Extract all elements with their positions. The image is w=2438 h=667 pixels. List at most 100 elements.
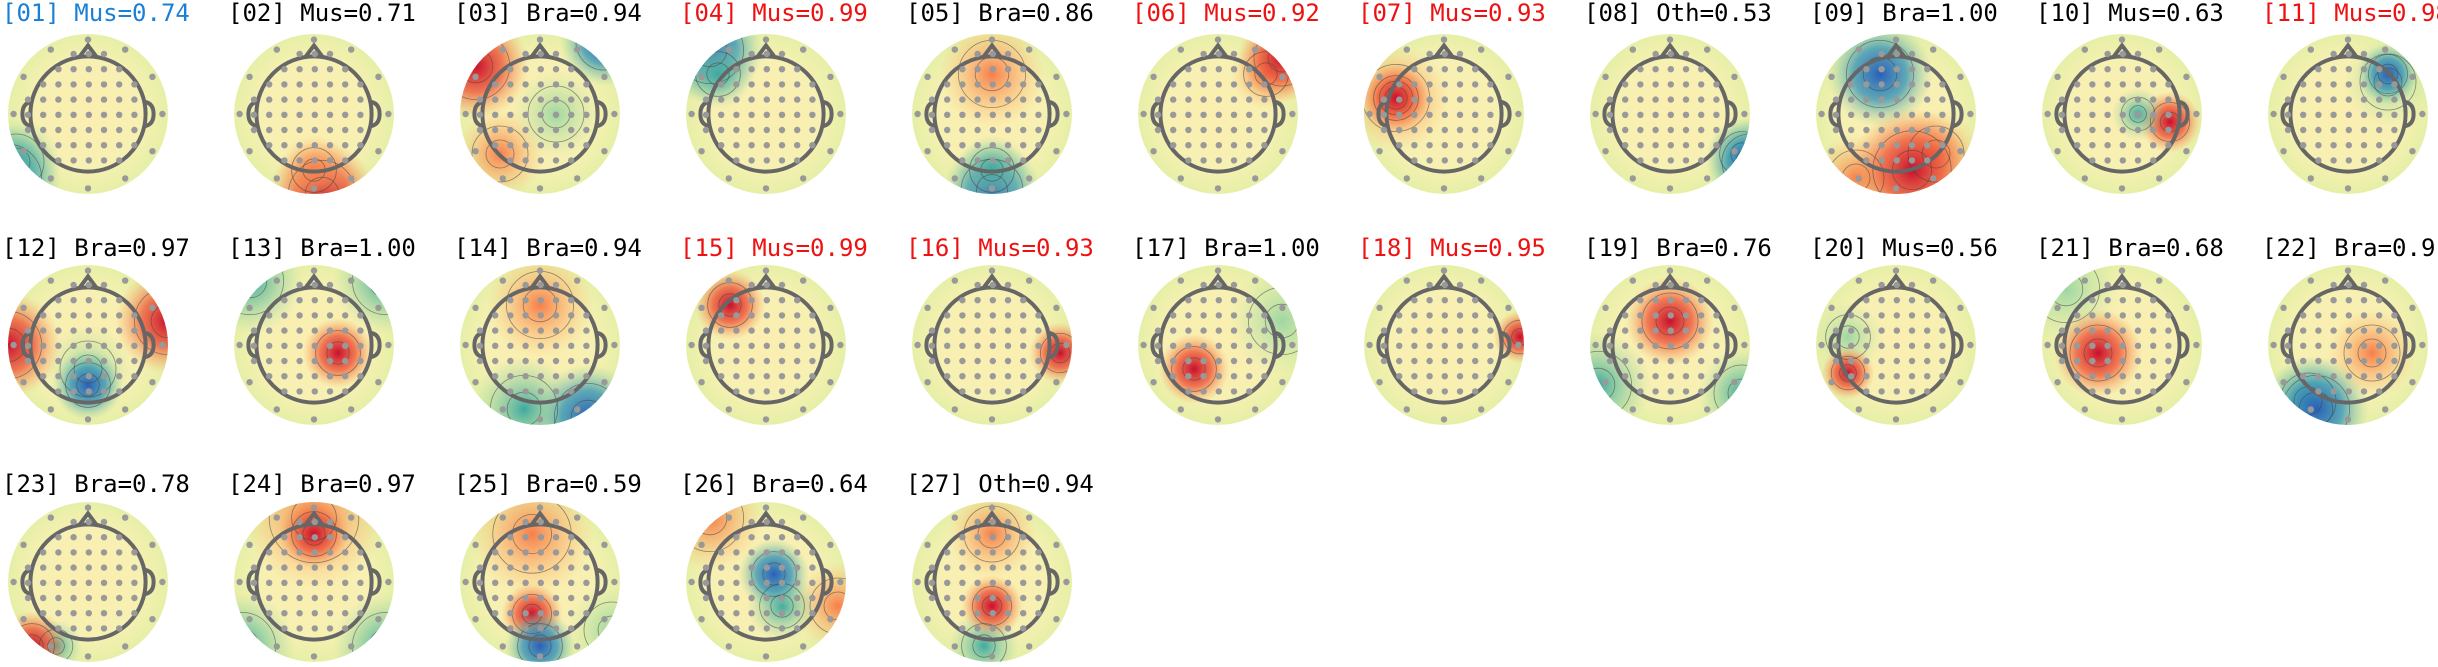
- electrode: [1411, 297, 1418, 304]
- electrode: [1893, 111, 1901, 119]
- electrode: [1622, 342, 1629, 349]
- electrode: [1667, 357, 1675, 365]
- electrode: [40, 142, 47, 149]
- electrode: [1893, 281, 1901, 289]
- electrode: [1230, 281, 1238, 289]
- electrode: [794, 96, 801, 103]
- electrode: [1878, 66, 1885, 73]
- electrode: [733, 142, 740, 149]
- electrode: [281, 594, 288, 602]
- electrode: [778, 96, 786, 103]
- electrode: [1380, 126, 1388, 134]
- electrode: [1020, 549, 1027, 556]
- electrode: [1441, 81, 1449, 88]
- electrode: [1170, 327, 1177, 334]
- electrode: [1456, 111, 1464, 119]
- contour: [517, 623, 563, 662]
- electrode: [1924, 357, 1931, 365]
- electrode: [2134, 142, 2142, 149]
- electrode: [1004, 142, 1012, 149]
- nose: [2337, 42, 2359, 59]
- electrode: [85, 388, 93, 395]
- nose: [1659, 273, 1681, 290]
- contour: [234, 628, 260, 662]
- contour: [368, 628, 394, 662]
- electrode: [1004, 594, 1012, 602]
- electrode: [974, 610, 981, 617]
- electrode: [1652, 357, 1659, 365]
- topomap-panel: [14] Bra=0.94: [454, 234, 642, 425]
- electrode: [1035, 564, 1042, 571]
- electrode: [100, 81, 108, 88]
- electrode: [989, 297, 996, 304]
- component-label: [17] Bra=1.00: [1132, 234, 1320, 262]
- electrode: [1246, 388, 1253, 395]
- electrode: [348, 514, 355, 521]
- electrode: [1185, 126, 1192, 134]
- electrode: [1892, 185, 1900, 192]
- electrode: [1652, 281, 1659, 289]
- electrode: [326, 534, 334, 541]
- nose: [981, 510, 1003, 527]
- electrode: [2183, 379, 2190, 386]
- electrode: [1713, 357, 1720, 365]
- electrode: [809, 327, 816, 334]
- electrode: [1004, 610, 1012, 617]
- electrode: [778, 297, 786, 304]
- electrode: [718, 126, 725, 134]
- electrode: [1215, 50, 1223, 58]
- electrode: [2119, 312, 2126, 319]
- electrode: [1215, 157, 1223, 164]
- electrode: [1924, 373, 1931, 380]
- electrode: [296, 312, 303, 319]
- electrode: [326, 564, 334, 571]
- electrode: [763, 625, 770, 632]
- electrode: [959, 312, 966, 319]
- electrode: [311, 111, 318, 119]
- electrode: [611, 341, 618, 349]
- electrode: [702, 111, 710, 119]
- electrode: [266, 594, 273, 602]
- electrode: [100, 327, 108, 334]
- electrode: [326, 142, 334, 149]
- electrode: [40, 549, 47, 556]
- electrode: [357, 111, 364, 119]
- electrode: [1426, 312, 1433, 319]
- electrode: [55, 579, 62, 586]
- electrode: [522, 281, 529, 289]
- electrode: [116, 534, 123, 541]
- electrode: [1924, 312, 1931, 319]
- electrode: [1004, 534, 1012, 541]
- electrode: [778, 518, 786, 526]
- topomap-panel: [06] Mus=0.92: [1132, 0, 1320, 194]
- ear-left: [246, 100, 258, 128]
- electrode: [1456, 126, 1464, 134]
- electrode: [762, 504, 770, 511]
- electrode: [989, 281, 996, 289]
- electrode: [311, 564, 318, 571]
- field-blob: [1698, 349, 1750, 425]
- electrode: [100, 610, 108, 617]
- electrode: [1215, 111, 1223, 119]
- electrode: [2118, 416, 2126, 423]
- electrode: [1279, 379, 1286, 386]
- electrode: [357, 357, 364, 365]
- electrode: [70, 579, 77, 586]
- electrode: [2345, 81, 2352, 88]
- electrode: [1487, 142, 1494, 149]
- electrode: [2345, 297, 2352, 304]
- ear-left: [2054, 331, 2066, 359]
- electrode: [537, 297, 544, 304]
- electrode: [40, 81, 47, 88]
- electrode: [2134, 66, 2142, 73]
- electrode: [2150, 111, 2157, 119]
- electrode: [116, 312, 123, 319]
- electrode: [1246, 312, 1253, 319]
- electrode: [85, 111, 93, 119]
- nose: [529, 42, 551, 59]
- electrode: [1200, 342, 1207, 349]
- electrode: [1426, 157, 1433, 164]
- electrode: [583, 594, 590, 602]
- electrode: [342, 357, 349, 365]
- electrode: [1667, 111, 1675, 119]
